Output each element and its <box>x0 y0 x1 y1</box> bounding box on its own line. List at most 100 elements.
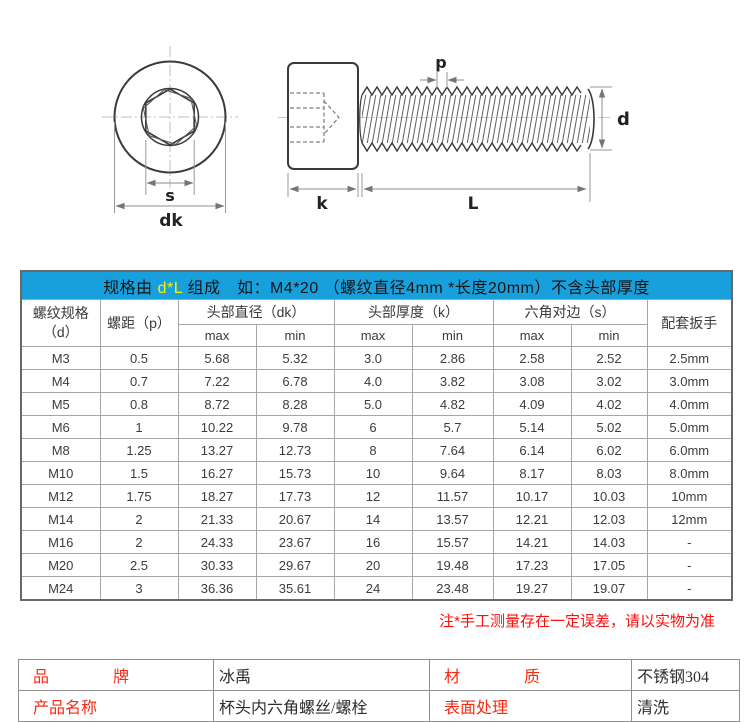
spec-cell: M8 <box>20 438 101 462</box>
product-name-label: 产品名称 <box>18 690 214 722</box>
spec-cell: 23.48 <box>411 576 494 601</box>
spec-cell: 2.58 <box>492 346 572 370</box>
spec-row: M12 1.75 18.27 17.73 12 11.57 10.17 10.03 10mm <box>20 484 733 508</box>
spec-cell: 14.21 <box>492 530 572 554</box>
spec-cell: M24 <box>20 576 101 601</box>
spec-cell: 8 <box>333 438 413 462</box>
spec-cell: 13.27 <box>177 438 257 462</box>
spec-cell: 8.17 <box>492 461 572 485</box>
spec-cell: 21.33 <box>177 507 257 531</box>
spec-cell: 6.02 <box>570 438 648 462</box>
spec-cell: 0.7 <box>99 369 179 393</box>
spec-cell: 12.21 <box>492 507 572 531</box>
spec-cell: M6 <box>20 415 101 439</box>
spec-row: M5 0.8 8.72 8.28 5.0 4.82 4.09 4.02 4.0mm <box>20 392 733 416</box>
spec-row: M6 1 10.22 9.78 6 5.7 5.14 5.02 5.0mm <box>20 415 733 439</box>
spec-cell: 6.0mm <box>646 438 733 462</box>
hex-socket <box>145 88 195 146</box>
spec-cell: 2.86 <box>411 346 494 370</box>
spec-cell: 8.72 <box>177 392 257 416</box>
spec-cell: 1 <box>99 415 179 439</box>
spec-cell: 5.14 <box>492 415 572 439</box>
spec-cell: 10mm <box>646 484 733 508</box>
dim-d: d <box>590 86 630 151</box>
spec-cell: 30.33 <box>177 553 257 577</box>
product-name-value: 杯头内六角螺丝/螺栓 <box>213 690 430 722</box>
dim-label-d: d <box>617 109 630 130</box>
spec-cell: M12 <box>20 484 101 508</box>
spec-cell: 4.0mm <box>646 392 733 416</box>
spec-row: M10 1.5 16.27 15.73 10 9.64 8.17 8.03 8.0mm <box>20 461 733 485</box>
spec-title-row: 规格由 d*L 组成 如：M4*20 （螺纹直径4mm *长度20mm）不含头部… <box>20 270 733 300</box>
col-header-head-thickness: 头部厚度（k） <box>333 299 494 325</box>
info-row-brand-material: 品 牌 冰禹 材 质 不锈钢304 <box>18 659 740 691</box>
spec-cell: 5.7 <box>411 415 494 439</box>
spec-cell: 36.36 <box>177 576 257 601</box>
spec-cell: 5.0mm <box>646 415 733 439</box>
spec-cell: 8.0mm <box>646 461 733 485</box>
spec-cell: 4.82 <box>411 392 494 416</box>
spec-cell: 35.61 <box>255 576 335 601</box>
dim-label-k: k <box>316 194 328 214</box>
spec-cell: 1.5 <box>99 461 179 485</box>
spec-cell: 3.02 <box>570 369 648 393</box>
spec-cell: 20 <box>333 553 413 577</box>
spec-cell: 2.5mm <box>646 346 733 370</box>
spec-cell: 1.25 <box>99 438 179 462</box>
spec-cell: 12.03 <box>570 507 648 531</box>
spec-cell: 13.57 <box>411 507 494 531</box>
head-outline-circle <box>113 60 227 174</box>
threaded-shank <box>359 85 595 153</box>
spec-cell: 5.32 <box>255 346 335 370</box>
spec-cell: 20.67 <box>255 507 335 531</box>
spec-cell: M3 <box>20 346 101 370</box>
spec-cell: M16 <box>20 530 101 554</box>
subcol-s-max: max <box>492 324 572 347</box>
spec-cell: 5.0 <box>333 392 413 416</box>
spec-row: M14 2 21.33 20.67 14 13.57 12.21 12.03 12mm <box>20 507 733 531</box>
col-header-hex-across-flats: 六角对边（s） <box>492 299 648 325</box>
spec-cell: 24 <box>333 576 413 601</box>
spec-cell: 2.52 <box>570 346 648 370</box>
dim-k-L: k L <box>287 153 591 214</box>
spec-cell: 6.78 <box>255 369 335 393</box>
spec-cell: - <box>646 530 733 554</box>
spec-table-body: M3 0.5 5.68 5.32 3.0 2.86 2.58 2.52 2.5mm M4 0.7 7.… <box>20 346 733 601</box>
spec-row: M4 0.7 7.22 6.78 4.0 3.82 3.08 3.02 3.0mm <box>20 369 733 393</box>
front-view: s dk <box>102 46 238 231</box>
spec-cell: 3 <box>99 576 179 601</box>
col-header-wrench: 配套扳手 <box>646 299 733 347</box>
subcol-k-max: max <box>333 324 413 347</box>
spec-cell: M10 <box>20 461 101 485</box>
spec-cell: 8.03 <box>570 461 648 485</box>
spec-table: 规格由 d*L 组成 如：M4*20 （螺纹直径4mm *长度20mm）不含头部… <box>20 270 733 601</box>
subcol-k-min: min <box>411 324 494 347</box>
col-header-thread-spec: 螺纹规格 （d） <box>20 299 101 347</box>
spec-cell: 0.5 <box>99 346 179 370</box>
side-view: p d k L <box>278 53 630 214</box>
spec-cell: 9.78 <box>255 415 335 439</box>
spec-cell: M5 <box>20 392 101 416</box>
spec-cell: 4.02 <box>570 392 648 416</box>
spec-cell: 2.5 <box>99 553 179 577</box>
spec-cell: 17.23 <box>492 553 572 577</box>
spec-cell: 17.73 <box>255 484 335 508</box>
thread-end-edge <box>587 88 595 150</box>
subcol-dk-max: max <box>177 324 257 347</box>
spec-cell: 3.08 <box>492 369 572 393</box>
spec-cell: 7.64 <box>411 438 494 462</box>
spec-row: M20 2.5 30.33 29.67 20 19.48 17.23 17.05- <box>20 553 733 577</box>
hex-socket-rotated-edge <box>142 88 198 146</box>
spec-cell: 10.17 <box>492 484 572 508</box>
spec-cell: 3.0 <box>333 346 413 370</box>
surface-treatment-value: 清洗 <box>631 690 740 722</box>
brand-label: 品 牌 <box>18 659 214 691</box>
spec-cell: 24.33 <box>177 530 257 554</box>
thread-hatching <box>362 95 590 143</box>
spec-table-title: 规格由 d*L 组成 如：M4*20 （螺纹直径4mm *长度20mm）不含头部… <box>20 270 733 300</box>
subcol-s-min: min <box>570 324 648 347</box>
spec-header-row: 螺纹规格 （d） 螺距（p） 头部直径（dk） 头部厚度（k） 六角对边（s） … <box>20 299 733 347</box>
spec-row: M16 2 24.33 23.67 16 15.57 14.21 14.03- <box>20 530 733 554</box>
spec-cell: 6 <box>333 415 413 439</box>
thread-crest-bottom <box>361 141 582 153</box>
